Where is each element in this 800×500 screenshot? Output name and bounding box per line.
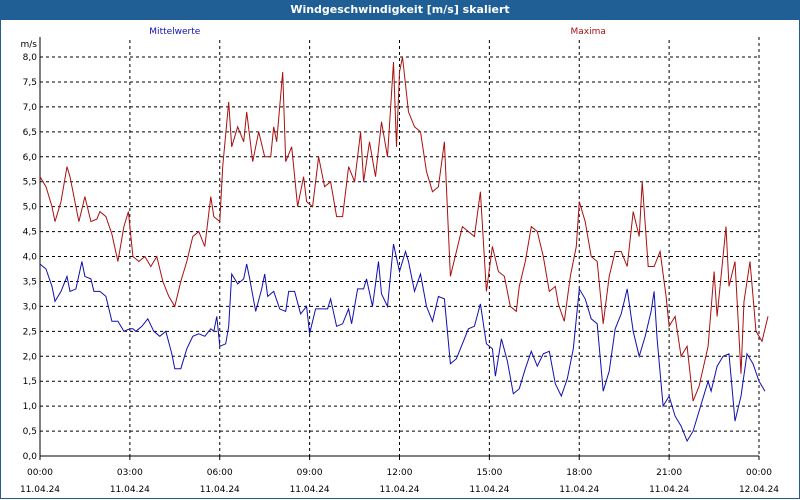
grid-lines [40, 37, 760, 456]
x-tick-time: 18:00 [566, 468, 592, 478]
y-tick-label: 7,5 [23, 78, 37, 88]
series-lines [39, 56, 769, 443]
y-tick-label: 6,0 [23, 153, 38, 163]
axes [39, 37, 760, 460]
chart-title-bar: Windgeschwindigkeit [m/s] skaliert [0, 0, 800, 20]
y-tick-label: 5,0 [23, 203, 38, 213]
x-tick-time: 00:00 [27, 468, 53, 478]
y-tick-label: 4,0 [23, 253, 38, 263]
y-tick-label: 2,5 [23, 327, 37, 337]
x-tick-time: 00:00 [746, 468, 772, 478]
x-tick-time: 03:00 [117, 468, 143, 478]
x-tick-time: 21:00 [656, 468, 682, 478]
x-tick-date: 11.04.24 [20, 485, 60, 495]
x-tick-time: 06:00 [207, 468, 233, 478]
y-tick-label: 8,0 [23, 53, 38, 63]
y-tick-label: 0,0 [23, 452, 38, 462]
x-tick-time: 15:00 [476, 468, 502, 478]
axis-labels: 0,0 0,5 1,0 1,5 2,0 2,5 3,0 3,5 4,0 4,5 5,0 5,5 6,0 6… [20, 27, 779, 495]
legend-label-maxima: Maxima [571, 27, 606, 37]
y-tick-label: 3,5 [23, 277, 37, 287]
x-tick-date: 11.04.24 [290, 485, 330, 495]
x-tick-date: 11.04.24 [379, 485, 419, 495]
x-tick-date: 11.04.24 [649, 485, 689, 495]
x-tick-date: 11.04.24 [110, 485, 150, 495]
x-tick-date: 12.04.24 [739, 485, 779, 495]
y-tick-label: 4,5 [23, 228, 37, 238]
y-tick-label: 7,0 [23, 103, 38, 113]
y-tick-label: 6,5 [23, 128, 37, 138]
x-tick-date: 11.04.24 [559, 485, 599, 495]
legend-label-mittelwerte: Mittelwerte [149, 27, 200, 37]
series-line-mittelwerte [39, 243, 766, 443]
x-tick-date: 11.04.24 [469, 485, 509, 495]
y-tick-label: 5,5 [23, 178, 37, 188]
series-line-maxima [39, 56, 769, 402]
x-tick-date: 11.04.24 [200, 485, 240, 495]
y-tick-label: 3,0 [23, 302, 38, 312]
y-tick-label: 1,5 [23, 377, 37, 387]
chart-title: Windgeschwindigkeit [m/s] skaliert [290, 3, 510, 16]
y-tick-label: 1,0 [23, 402, 38, 412]
y-tick-label: 0,5 [23, 427, 37, 437]
y-tick-label: 2,0 [23, 352, 38, 362]
x-tick-time: 12:00 [387, 468, 413, 478]
x-tick-time: 09:00 [297, 468, 323, 478]
y-axis-label: m/s [21, 40, 38, 50]
